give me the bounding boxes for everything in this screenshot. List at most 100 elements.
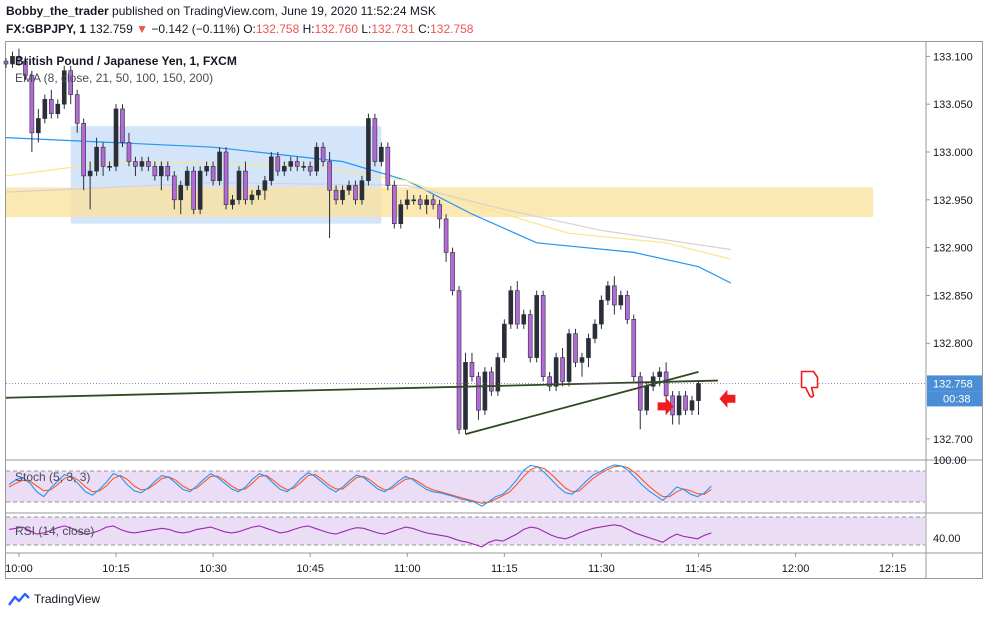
candle-body [68, 70, 74, 95]
candle-body [171, 175, 177, 201]
high-value: 132.760 [314, 22, 358, 36]
candle-body [392, 185, 397, 225]
candle-body [366, 118, 371, 181]
ohlc-legend: FX:GBPJPY, 1 132.759 ▼ −0.142 (−0.11%) O… [6, 22, 473, 36]
candle-body [379, 146, 384, 162]
time-tick-label: 10:00 [5, 563, 33, 575]
price-tick-label: 133.000 [933, 147, 973, 159]
time-tick-label: 12:00 [782, 563, 810, 575]
candle-body [637, 376, 643, 411]
candle-body [476, 376, 481, 411]
candle-body [49, 99, 54, 115]
price-tag-bg [927, 375, 982, 392]
candle-body [372, 118, 378, 162]
low-value: 132.731 [371, 22, 415, 36]
time-tick-label: 12:15 [879, 563, 907, 575]
time-tick-label: 10:45 [296, 563, 324, 575]
candle-body [10, 56, 15, 65]
stoch-k-line [8, 464, 712, 507]
candle-body [624, 295, 630, 320]
candle-body [281, 166, 287, 172]
candle-body [469, 362, 475, 378]
candle-body [689, 400, 695, 411]
candle-body [586, 338, 591, 358]
candle-body [489, 371, 494, 392]
time-tick-label: 11:15 [491, 563, 518, 575]
candle-body [249, 194, 255, 201]
candle-body [417, 199, 423, 205]
candle-body [443, 218, 449, 253]
ema-line [5, 137, 732, 284]
publish-text: published on TradingView.com, June 19, 2… [112, 4, 436, 18]
candle-body [236, 170, 242, 201]
candle-body [579, 357, 585, 363]
candle-body [178, 185, 184, 201]
candle-body [573, 333, 578, 363]
candle-body [3, 60, 9, 65]
candle-body [42, 99, 48, 119]
candle-body [204, 166, 209, 172]
candle-body [55, 103, 61, 115]
price-tick-label: 132.950 [933, 195, 973, 207]
thumbs-down-icon [800, 370, 819, 398]
candle-body [320, 146, 326, 162]
candle-body [223, 151, 229, 205]
candle-body [398, 204, 404, 225]
candle-body [87, 170, 93, 177]
candle-body [696, 383, 701, 401]
candle-body [521, 314, 527, 325]
high-label: H: [302, 22, 315, 36]
candle-body [120, 108, 125, 143]
candle-body [612, 285, 617, 306]
candle-body [605, 285, 611, 301]
trendline [465, 371, 699, 435]
candle-body [113, 108, 119, 167]
candle-body [631, 319, 637, 378]
candle-body [217, 151, 222, 181]
candle-body [527, 314, 533, 358]
candle-body [184, 170, 190, 186]
candle-body [197, 170, 203, 210]
time-tick-label: 11:30 [588, 563, 615, 575]
candle-body [107, 166, 112, 168]
candle-body [269, 156, 274, 181]
candle-body [430, 199, 436, 205]
publish-info: Bobby_the_trader published on TradingVie… [6, 4, 436, 18]
stoch-legend: Stoch (5, 3, 3) [15, 470, 91, 484]
symbol-label: FX:GBPJPY, 1 [6, 22, 87, 36]
candle-body [385, 146, 391, 186]
price-tick-label: 132.850 [933, 290, 973, 302]
candle-body [495, 357, 501, 392]
author-name[interactable]: Bobby_the_trader [6, 4, 109, 18]
candle-body [23, 60, 28, 76]
stoch-d-line [8, 465, 712, 504]
candle-body [146, 161, 151, 167]
candle-body [644, 385, 650, 411]
candle-body [191, 170, 196, 210]
open-label: O: [243, 22, 256, 36]
stoch-band [6, 471, 925, 502]
price-tick-label: 132.800 [933, 338, 973, 350]
candle-body [514, 290, 520, 325]
candle-body [61, 70, 67, 105]
rsi-legend: RSI (14, close) [15, 524, 95, 538]
candle-body [424, 199, 429, 205]
price-tick-label: 133.050 [933, 99, 973, 111]
candle-body [74, 94, 80, 124]
candle-body [256, 189, 261, 196]
candle-body [547, 376, 552, 387]
candle-body [657, 371, 662, 378]
change-value: −0.142 (−0.11%) [151, 22, 240, 36]
candle-body [463, 362, 468, 430]
brand-footer[interactable]: TradingView [8, 592, 100, 606]
candle-body [340, 189, 345, 201]
candle-body [210, 166, 216, 181]
price-tick-label: 132.700 [933, 434, 973, 446]
price-tick-label: 132.900 [933, 243, 973, 255]
candle-body [29, 75, 35, 134]
candle-body [314, 146, 319, 172]
candle-body [566, 333, 572, 382]
candle-body [243, 170, 248, 201]
candle-body [346, 185, 352, 191]
